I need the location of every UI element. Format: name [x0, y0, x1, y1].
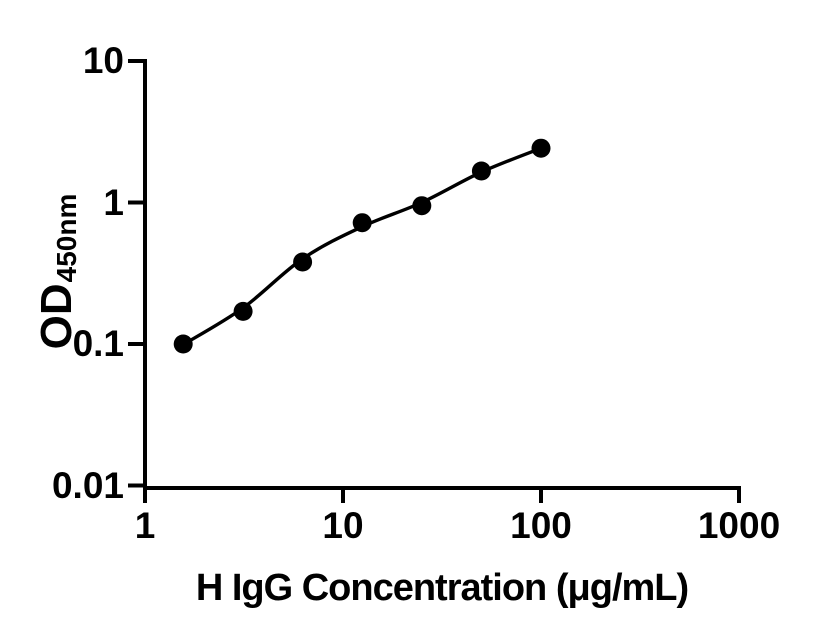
- data-point-marker: [531, 138, 551, 158]
- axis-lines: [143, 59, 741, 490]
- y-axis-title: OD450nm: [29, 187, 85, 357]
- tick-marks: [128, 59, 741, 503]
- x-tick-label: 100: [510, 505, 572, 546]
- x-tick-label: 1: [134, 505, 156, 546]
- y-tick-label: 1: [103, 181, 124, 223]
- x-tick-label: 10: [322, 505, 364, 546]
- y-tick-label: 0.01: [51, 464, 124, 506]
- data-point-marker: [412, 196, 432, 216]
- data-point-marker: [352, 213, 372, 233]
- y-axis-title-subscript: 450nm: [51, 193, 82, 283]
- y-tick-label: 0.1: [72, 323, 124, 364]
- data-point-marker: [471, 161, 491, 181]
- y-tick-label: 10: [82, 40, 124, 81]
- x-axis-title: H IgG Concentration (μg/mL): [195, 567, 689, 609]
- data-point-marker: [293, 252, 313, 272]
- data-point-marker: [233, 301, 253, 321]
- y-axis-title-main: OD: [32, 283, 81, 350]
- x-tick-label: 1000: [697, 505, 781, 546]
- data-points: [173, 138, 551, 354]
- data-point-marker: [173, 334, 193, 354]
